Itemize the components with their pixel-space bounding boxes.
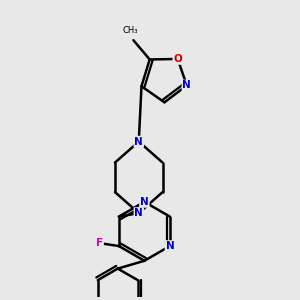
Text: N: N (182, 80, 191, 91)
Text: O: O (173, 54, 182, 64)
Text: CH₃: CH₃ (123, 26, 138, 34)
Text: N: N (140, 197, 149, 207)
Text: F: F (96, 238, 103, 248)
Text: N: N (134, 136, 143, 147)
Text: N: N (166, 241, 174, 251)
Text: N: N (134, 208, 143, 218)
